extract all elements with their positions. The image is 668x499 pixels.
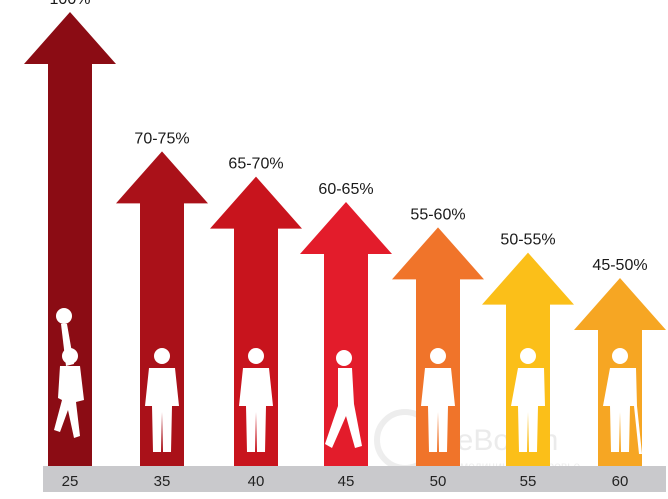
value-label-35: 70-75% — [134, 130, 189, 147]
arrow-bar-35 — [116, 151, 208, 467]
value-label-40: 65-70% — [228, 156, 283, 173]
standing-man-icon — [145, 348, 179, 452]
value-label-45: 60-65% — [318, 181, 373, 198]
tick-label-60: 60 — [612, 473, 629, 490]
value-label-55: 50-55% — [500, 232, 555, 249]
tick-label-45: 45 — [338, 473, 355, 490]
tick-label-55: 55 — [520, 473, 537, 490]
standing-man-icon — [421, 348, 455, 452]
arrow-bar-45 — [300, 202, 392, 466]
tick-label-25: 25 — [62, 473, 79, 490]
arrow-bar-25 — [24, 12, 116, 466]
elderly-man-cane-icon — [603, 348, 642, 454]
tick-label-50: 50 — [430, 473, 447, 490]
value-label-50: 55-60% — [410, 206, 465, 223]
basketball-player-icon — [54, 308, 84, 438]
elderly-man-icon — [511, 348, 545, 452]
value-label-25: 100% — [50, 0, 91, 8]
tick-label-35: 35 — [154, 473, 171, 490]
arrow-bar-50 — [392, 227, 484, 466]
standing-man-icon — [239, 348, 273, 452]
tick-label-40: 40 — [248, 473, 265, 490]
arrow-bar-40 — [210, 176, 302, 466]
walking-man-icon — [325, 350, 362, 448]
value-label-60: 45-50% — [592, 257, 647, 274]
axis-band — [43, 466, 666, 492]
